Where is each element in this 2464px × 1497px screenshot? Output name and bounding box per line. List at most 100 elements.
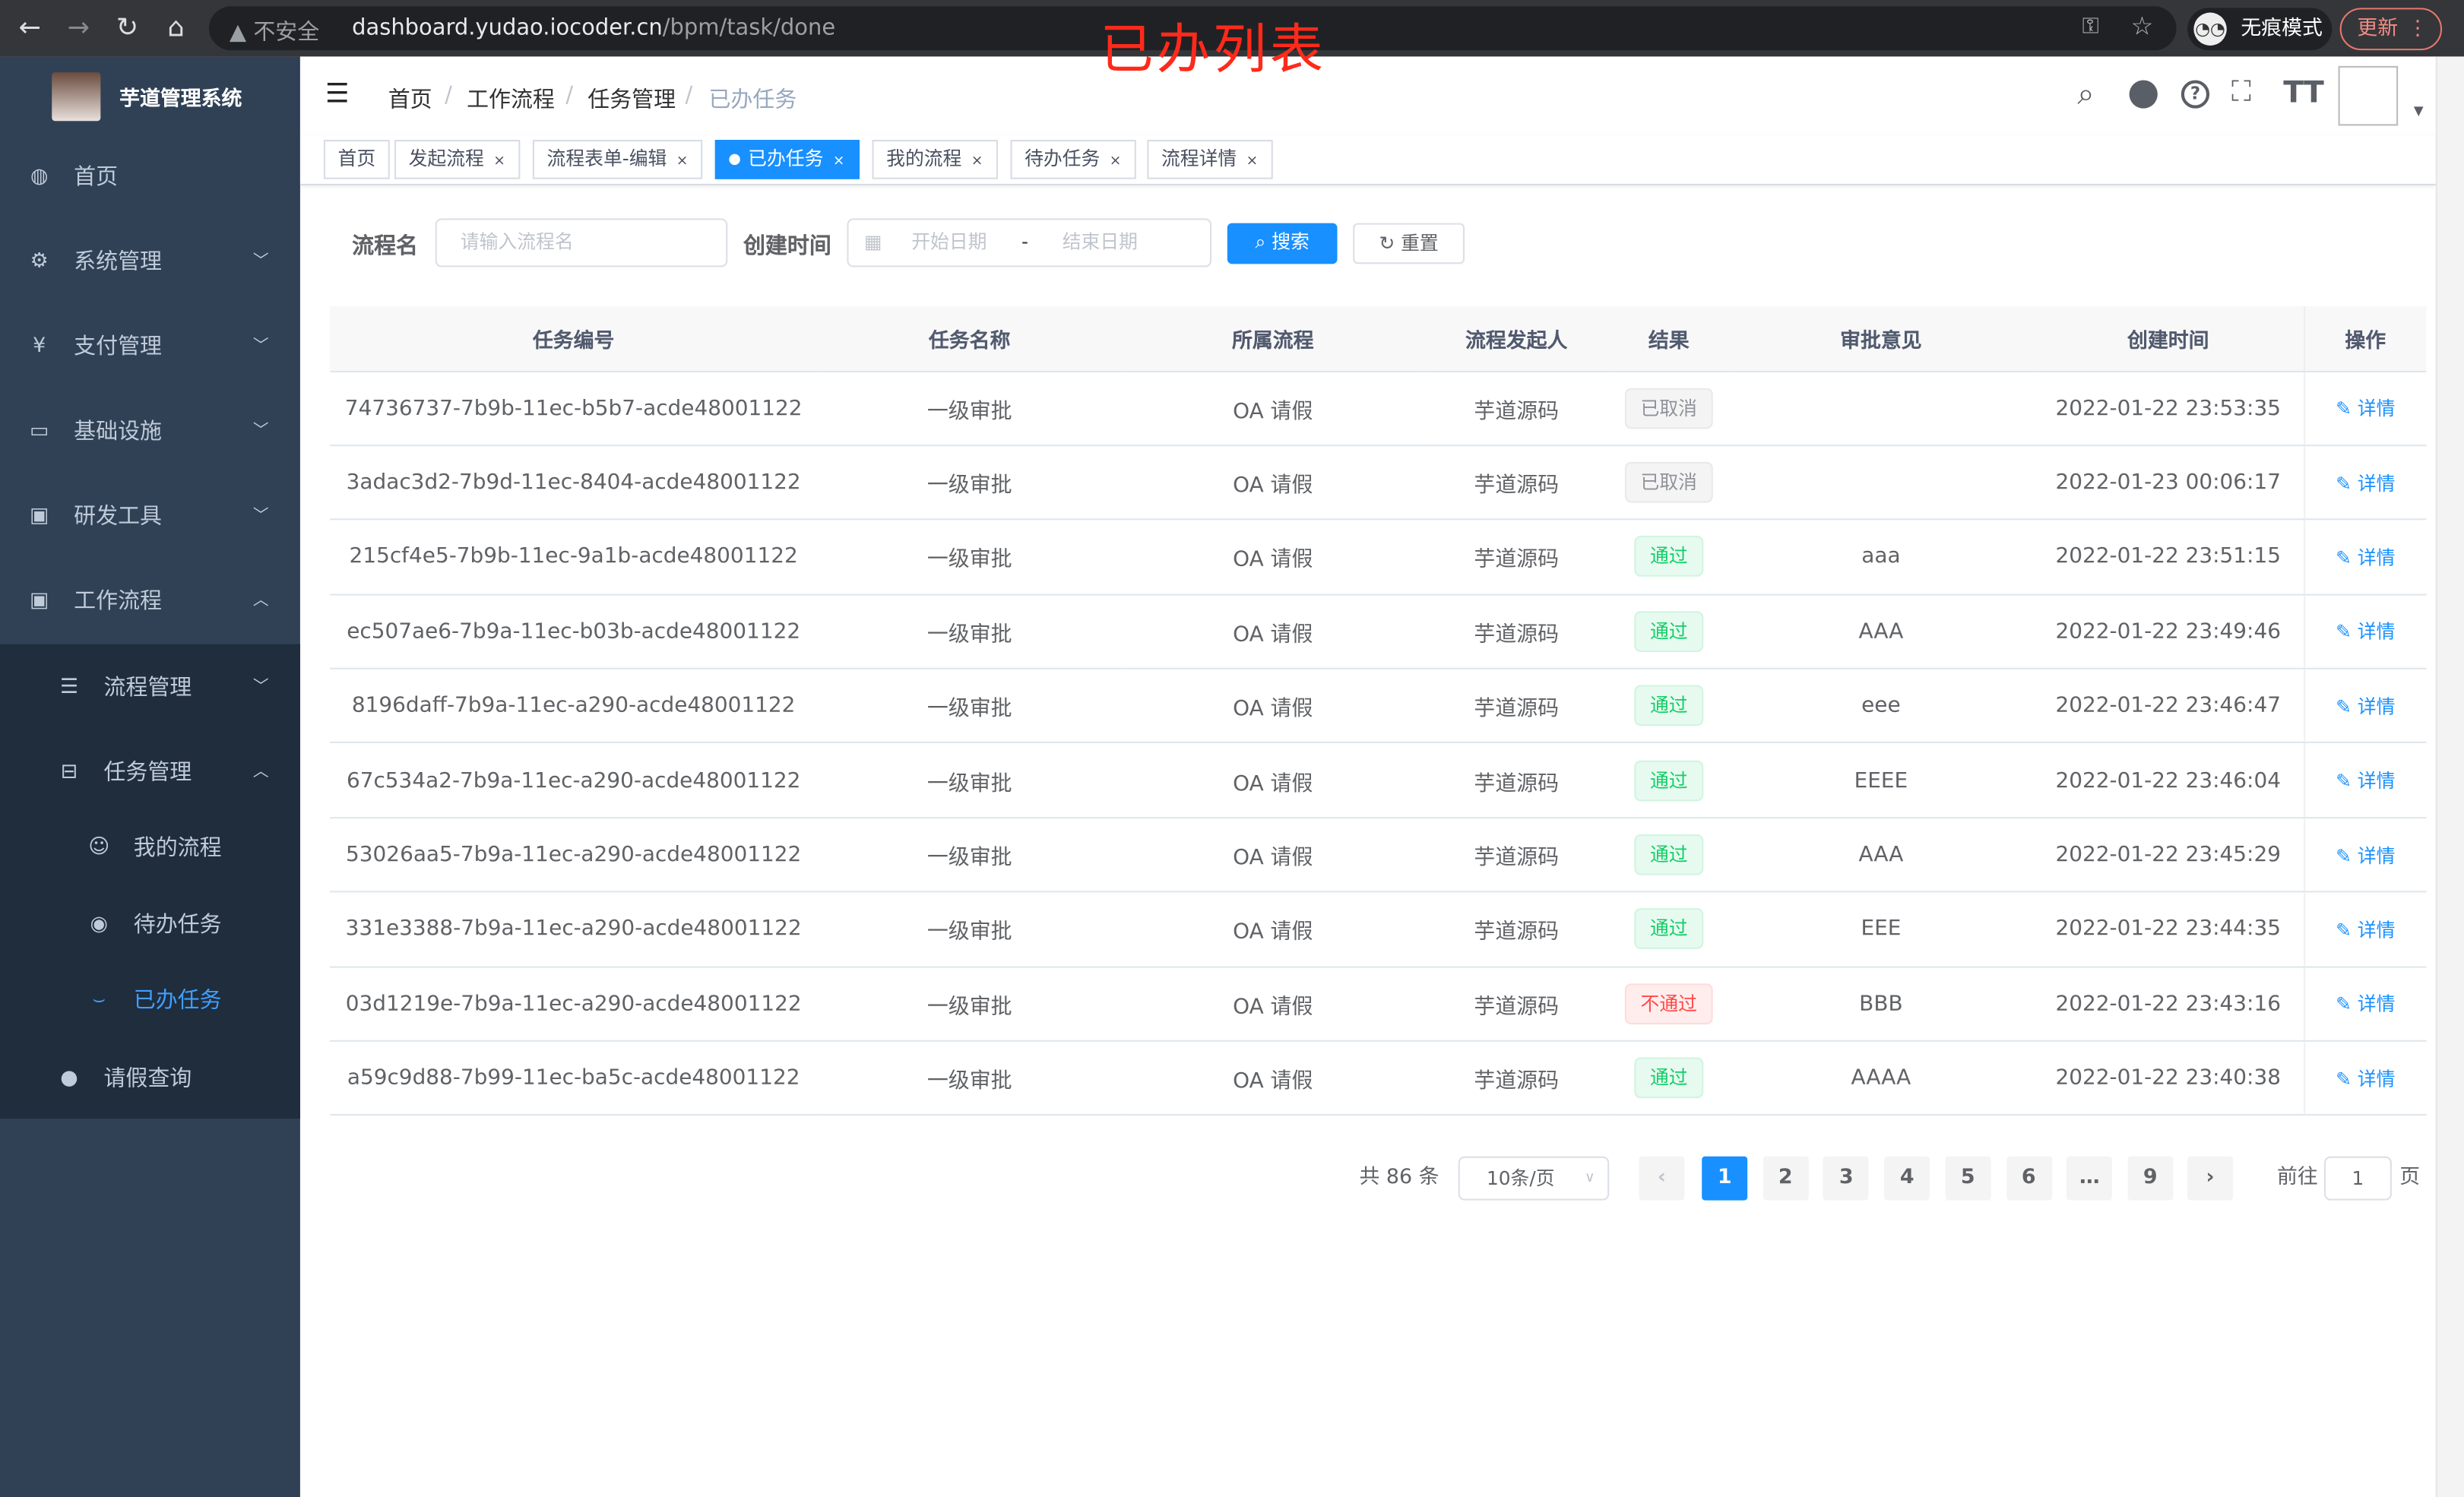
actions-cell: ✎ 详情: [2303, 742, 2427, 818]
forward-icon[interactable]: →: [67, 12, 90, 44]
sidebar-item-task-manage[interactable]: ⊟ 任务管理 ︿: [0, 730, 300, 815]
page-button[interactable]: 5: [1945, 1156, 1991, 1201]
detail-button[interactable]: ✎ 详情: [2336, 397, 2396, 420]
sidebar-item-leave[interactable]: ● 请假查询: [0, 1040, 300, 1119]
detail-button[interactable]: ✎ 详情: [2336, 919, 2396, 942]
sidebar-item-workflow[interactable]: ▣ 工作流程 ︿: [0, 559, 300, 644]
next-page-button[interactable]: ›: [2187, 1156, 2234, 1201]
sidebar-item-process-manage[interactable]: ☰ 流程管理 ﹀: [0, 646, 300, 731]
sidebar-item-home[interactable]: ◍ 首页: [0, 135, 300, 220]
comment: AAA: [1728, 593, 2034, 669]
edit-icon: ✎: [2336, 1068, 2358, 1090]
detail-button[interactable]: ✎ 详情: [2336, 770, 2396, 793]
reset-button[interactable]: ↻ 重置: [1353, 223, 1465, 264]
goto-page-input[interactable]: 1: [2323, 1156, 2392, 1201]
tag-done-task[interactable]: 已办任务 ×: [714, 140, 860, 179]
search-icon[interactable]: ⌕: [2077, 77, 2095, 112]
process-name: OA 请假: [1122, 966, 1424, 1042]
process-name: OA 请假: [1122, 668, 1424, 744]
process-name-input[interactable]: 请输入流程名: [435, 218, 728, 267]
detail-button[interactable]: ✎ 详情: [2336, 546, 2396, 569]
date-range-picker[interactable]: ▦ 开始日期 - 结束日期: [847, 218, 1212, 267]
actions-cell: ✎ 详情: [2303, 668, 2427, 744]
github-icon[interactable]: [2129, 80, 2158, 109]
reload-icon[interactable]: ↻: [116, 12, 139, 44]
insecure-label: ▲ 不安全: [229, 20, 320, 46]
end-date-input[interactable]: 结束日期: [1062, 230, 1138, 253]
tag-start-process[interactable]: 发起流程 ×: [394, 140, 520, 179]
fullscreen-icon[interactable]: ⛶: [2231, 75, 2252, 109]
tag-todo-task[interactable]: 待办任务 ×: [1010, 140, 1135, 179]
caret-down-icon[interactable]: ▼: [2413, 103, 2424, 119]
edit-icon: ✎: [2336, 919, 2358, 942]
key-icon[interactable]: ⚿: [2082, 14, 2099, 40]
task-name: 一级审批: [817, 519, 1123, 595]
page-button[interactable]: 3: [1823, 1156, 1870, 1201]
breadcrumb-current: 已办任务: [708, 87, 797, 113]
tag-home[interactable]: 首页: [323, 140, 390, 179]
star-icon[interactable]: ☆: [2130, 11, 2154, 41]
home-icon[interactable]: ⌂: [167, 12, 185, 44]
eye-icon: ◉: [90, 913, 108, 937]
address-bar[interactable]: [208, 6, 2177, 51]
page-button[interactable]: …: [2067, 1156, 2113, 1201]
update-button[interactable]: 更新 ⋮: [2339, 8, 2443, 51]
logo: [52, 72, 101, 122]
close-icon[interactable]: ×: [971, 153, 983, 170]
start-date-input[interactable]: 开始日期: [911, 230, 987, 253]
avatar[interactable]: [2338, 65, 2399, 126]
search-icon: ⌕: [1255, 230, 1272, 253]
status-badge: 已取消: [1624, 388, 1713, 429]
detail-button[interactable]: ✎ 详情: [2336, 993, 2396, 1016]
page-scrollbar[interactable]: [2435, 56, 2464, 1497]
submenu-background: [0, 644, 300, 1119]
create-time: 2022-01-22 23:40:38: [2033, 1040, 2304, 1116]
page-button[interactable]: 2: [1762, 1156, 1809, 1201]
detail-button[interactable]: ✎ 详情: [2336, 472, 2396, 495]
task-id: a59c9d88-7b99-11ec-ba5c-acde48001122: [330, 1040, 818, 1116]
hamburger-icon[interactable]: ☰: [325, 78, 350, 110]
create-time: 2022-01-22 23:46:04: [2033, 742, 2304, 818]
breadcrumb-workflow[interactable]: 工作流程: [467, 87, 555, 113]
back-icon[interactable]: ←: [18, 12, 42, 44]
breadcrumb-separator: /: [685, 83, 693, 109]
sidebar-item-todo[interactable]: ◉ 待办任务: [0, 888, 300, 963]
page-button[interactable]: 6: [2006, 1156, 2052, 1201]
detail-button[interactable]: ✎ 详情: [2336, 844, 2396, 867]
close-icon[interactable]: ×: [493, 153, 505, 170]
breadcrumb-home[interactable]: 首页: [388, 87, 432, 113]
chevron-up-icon: ︿: [252, 592, 269, 610]
tag-form-edit[interactable]: 流程表单-编辑 ×: [532, 140, 702, 179]
detail-button[interactable]: ✎ 详情: [2336, 695, 2396, 718]
close-icon[interactable]: ×: [1246, 153, 1259, 170]
prev-page-button[interactable]: ‹: [1639, 1156, 1685, 1201]
close-icon[interactable]: ×: [832, 153, 845, 170]
breadcrumb-task[interactable]: 任务管理: [587, 87, 676, 113]
page-button[interactable]: 1: [1702, 1156, 1748, 1201]
sidebar-item-infra[interactable]: ▭ 基础设施 ﹀: [0, 390, 300, 475]
tag-process-detail[interactable]: 流程详情 ×: [1147, 140, 1272, 179]
sidebar-item-system[interactable]: ⚙ 系统管理 ﹀: [0, 220, 300, 305]
sidebar-item-pay[interactable]: ¥ 支付管理 ﹀: [0, 305, 300, 390]
close-icon[interactable]: ×: [1109, 153, 1122, 170]
close-icon[interactable]: ×: [676, 153, 689, 170]
font-size-icon[interactable]: ꓔT: [2283, 75, 2324, 110]
incognito-badge[interactable]: ◔◔ 无痕模式: [2187, 8, 2333, 51]
sidebar-item-done[interactable]: ⌣ 已办任务: [0, 963, 300, 1038]
task-name: 一级审批: [817, 593, 1123, 669]
help-icon[interactable]: ?: [2181, 80, 2210, 109]
detail-button[interactable]: ✎ 详情: [2336, 1068, 2396, 1090]
sidebar-item-devtools[interactable]: ▣ 研发工具 ﹀: [0, 474, 300, 559]
url-text[interactable]: dashboard.yudao.iocoder.cn/bpm/task/done: [352, 15, 836, 41]
task-id: 215cf4e5-7b9b-11ec-9a1b-acde48001122: [330, 519, 818, 595]
actions-cell: ✎ 详情: [2303, 817, 2427, 893]
result-cell: 已取消: [1609, 445, 1729, 521]
detail-button[interactable]: ✎ 详情: [2336, 621, 2396, 644]
page-button[interactable]: 9: [2127, 1156, 2174, 1201]
search-button[interactable]: ⌕ 搜索: [1227, 223, 1338, 264]
result-cell: 通过: [1609, 742, 1729, 818]
sidebar-item-my-process[interactable]: ☺ 我的流程: [0, 811, 300, 886]
page-button[interactable]: 4: [1884, 1156, 1930, 1201]
page-size-select[interactable]: 10条/页 ∨: [1458, 1156, 1610, 1201]
tag-my-process[interactable]: 我的流程 ×: [872, 140, 998, 179]
